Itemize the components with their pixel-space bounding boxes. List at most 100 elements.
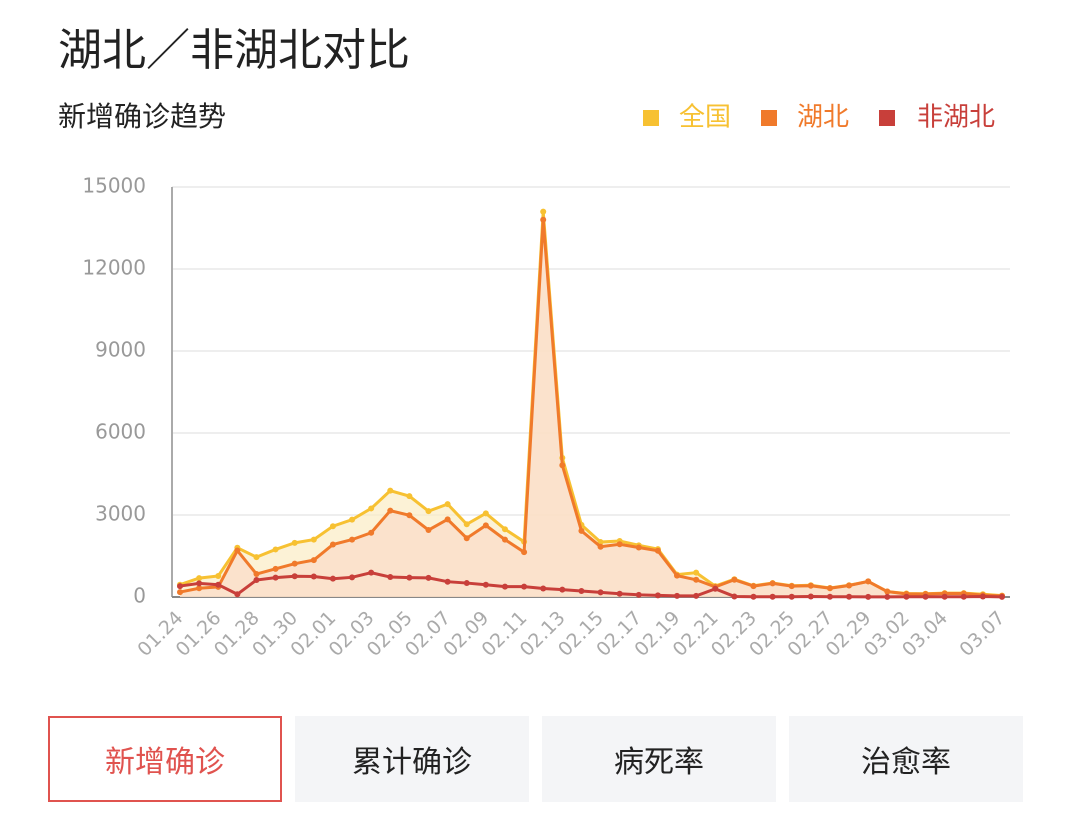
point: [329, 523, 336, 530]
tab[interactable]: 病死率: [542, 716, 776, 802]
point: [253, 577, 260, 584]
point: [865, 593, 872, 600]
point: [329, 575, 336, 582]
point: [693, 569, 700, 576]
area: [180, 211, 1002, 597]
point: [482, 522, 489, 529]
tab[interactable]: 新增确诊: [48, 716, 282, 802]
point: [807, 582, 814, 589]
point: [234, 547, 241, 554]
point: [807, 593, 814, 600]
point: [196, 575, 203, 582]
point: [310, 536, 317, 543]
point: [559, 586, 566, 593]
point: [177, 583, 183, 590]
point: [635, 544, 642, 551]
point: [406, 574, 413, 581]
point: [253, 571, 260, 578]
point: [501, 536, 508, 543]
point: [578, 587, 585, 594]
point: [329, 541, 336, 548]
point: [196, 585, 203, 592]
point: [674, 592, 681, 599]
line: [179, 219, 1003, 598]
point: [960, 593, 967, 600]
point: [349, 516, 356, 523]
point: [884, 588, 891, 595]
point: [368, 505, 375, 512]
point: [788, 583, 795, 590]
tab[interactable]: 累计确诊: [295, 716, 529, 802]
point: [234, 591, 241, 598]
point: [540, 585, 547, 592]
legend-swatch: [879, 110, 895, 126]
point: [501, 526, 508, 533]
point: [750, 593, 757, 600]
legend-label: 全国: [679, 103, 731, 133]
point: [846, 593, 853, 600]
point: [865, 578, 872, 585]
point: [769, 580, 776, 587]
point: [635, 591, 642, 598]
y-tick-label: 3000: [95, 502, 146, 526]
point: [482, 510, 489, 517]
point: [521, 583, 528, 590]
point: [826, 585, 833, 592]
point: [731, 593, 738, 600]
point: [922, 593, 929, 600]
point: [540, 216, 547, 223]
point: [368, 569, 375, 576]
point: [387, 507, 394, 514]
point: [310, 573, 317, 580]
x-tick-label: 03.07: [955, 607, 1009, 661]
chart: 新增确诊趋势 0300060009000120001500001.2401.26…: [58, 100, 1010, 661]
point: [597, 589, 604, 596]
y-tick-label: 9000: [95, 338, 146, 362]
point: [215, 572, 222, 579]
point: [425, 527, 432, 534]
point: [272, 574, 279, 581]
legend-label: 湖北: [797, 103, 849, 133]
page-title: 湖北／非湖北对比: [58, 25, 410, 76]
point: [674, 572, 681, 579]
point: [425, 508, 432, 515]
point: [540, 208, 547, 215]
point: [693, 576, 700, 583]
point: [310, 557, 317, 564]
point: [999, 593, 1005, 600]
point: [578, 527, 585, 534]
point: [597, 543, 604, 550]
chart-title: 新增确诊趋势: [58, 100, 226, 133]
y-tick-label: 12000: [82, 256, 146, 280]
point: [215, 581, 222, 588]
point: [654, 592, 661, 599]
point: [272, 546, 279, 553]
point: [482, 581, 489, 588]
point: [291, 573, 298, 580]
point: [616, 541, 623, 548]
point: [731, 576, 738, 583]
point: [979, 593, 986, 600]
point: [177, 589, 183, 596]
point: [712, 585, 719, 592]
point: [349, 574, 356, 581]
point: [444, 516, 451, 523]
point: [616, 590, 623, 597]
point: [272, 565, 279, 572]
point: [884, 593, 891, 600]
point: [406, 512, 413, 519]
point: [368, 529, 375, 536]
point: [846, 582, 853, 589]
point: [463, 521, 470, 528]
point: [693, 592, 700, 599]
point: [826, 593, 833, 600]
point: [196, 580, 203, 587]
point: [463, 580, 470, 587]
point: [463, 535, 470, 542]
tab[interactable]: 治愈率: [789, 716, 1023, 802]
y-tick-label: 0: [133, 584, 146, 608]
point: [769, 593, 776, 600]
point: [425, 574, 432, 581]
point: [654, 547, 661, 554]
point: [444, 501, 451, 508]
